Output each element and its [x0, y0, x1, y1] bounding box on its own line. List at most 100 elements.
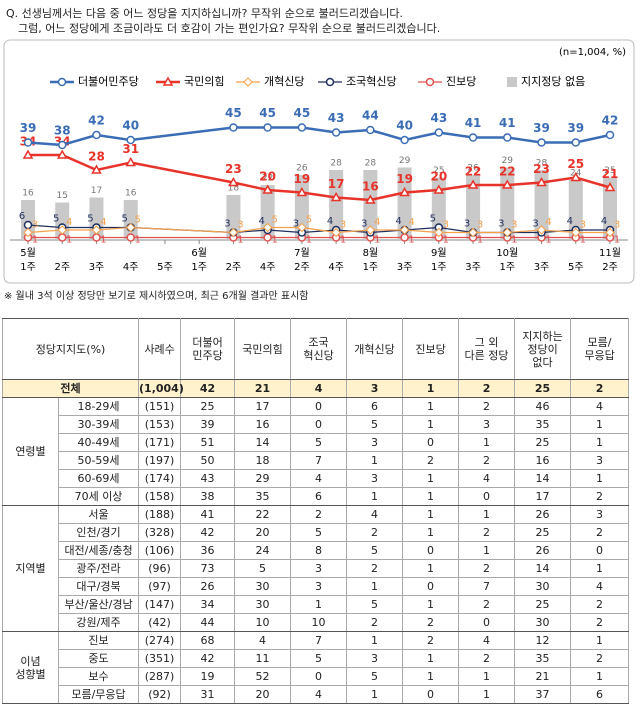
value-cell: 0	[290, 415, 348, 434]
value-cell: 42	[180, 649, 236, 668]
value-cell: 1	[402, 505, 460, 524]
value-cell: 25	[514, 379, 572, 398]
data-label: 3	[293, 219, 299, 230]
data-row: 지역별 서울 (188) 41 22 2 4 1 1 26 3	[2, 505, 630, 632]
value-cell: 51	[180, 433, 236, 452]
corner-cell: 정당지지도(%)	[1, 318, 140, 380]
value-cell: 2	[570, 649, 630, 668]
value-cell: 26	[514, 505, 572, 524]
value-cell: 30	[234, 577, 292, 596]
legend-marker	[425, 77, 435, 87]
value-cell: 30	[514, 577, 572, 596]
bar	[534, 170, 549, 240]
data-label: 3	[464, 219, 470, 230]
data-label: 39	[567, 121, 584, 135]
bar	[568, 180, 583, 240]
value-cell: 1	[458, 685, 516, 704]
data-label: 4	[258, 216, 264, 227]
value-cell: 17	[234, 397, 292, 416]
bar	[260, 185, 275, 240]
data-label: 4	[545, 217, 551, 228]
x-tick-label: 2주	[54, 262, 70, 273]
group-text: 성향별	[15, 667, 46, 681]
result-table: 정당지지도(%) 사례수 더불어 민주당 국민의힘 조국 혁신당 개혁신당 진보당 그 외 다른 정…	[1, 318, 630, 704]
value-cell: 50	[180, 451, 236, 470]
data-label: 5	[135, 215, 141, 226]
column-header: 국민의힘	[234, 318, 292, 380]
value-cell: 5	[290, 523, 348, 542]
sample-size: (188)	[138, 505, 182, 524]
legend-label: 더불어민주당	[78, 75, 139, 88]
point	[400, 135, 409, 145]
row-label: 60-69세	[57, 469, 140, 488]
value-cell: 26	[180, 577, 236, 596]
row-label: 18-29세	[57, 397, 140, 416]
data-label: 42	[602, 114, 619, 128]
data-label: 3	[224, 219, 230, 230]
column-header: 진보당	[402, 318, 460, 380]
point	[23, 138, 33, 147]
value-cell: 1	[346, 451, 404, 470]
data-row: 60-69세 (174) 43 29 4 3 1 4 14 1	[3, 469, 630, 488]
value-cell: 41	[180, 505, 236, 524]
data-label: 5	[53, 214, 59, 225]
data-label: 25	[567, 157, 584, 171]
x-tick-label: 3주	[465, 262, 481, 273]
value-cell: 3	[346, 379, 404, 398]
row-label: 대구/경북	[57, 577, 140, 596]
x-month-label: 11월	[599, 247, 621, 259]
bar-label: 16	[125, 189, 137, 199]
row-label: 40-49세	[57, 433, 140, 452]
point	[23, 227, 33, 238]
x-tick-label: 2주	[226, 262, 242, 273]
point	[296, 186, 308, 197]
legend-marker	[57, 77, 67, 87]
value-cell: 3	[346, 469, 404, 488]
x-month-label: 6월	[191, 247, 207, 259]
sample-size: (197)	[138, 451, 182, 470]
header-text: 국민의힘	[242, 342, 283, 356]
value-cell: 1	[402, 595, 460, 614]
data-label: 4	[601, 216, 607, 227]
x-month-label: 5월	[20, 247, 36, 259]
data-label: 1	[271, 235, 277, 246]
value-cell: 2	[458, 523, 516, 542]
value-cell: 14	[234, 433, 292, 452]
data-label: 3	[443, 220, 449, 231]
value-cell: 37	[514, 685, 572, 704]
value-cell: 2	[570, 379, 630, 398]
value-cell: 5	[346, 667, 404, 686]
point	[228, 227, 239, 238]
column-header: 모름/무응답	[570, 318, 630, 380]
data-label: 1	[306, 235, 312, 246]
bar	[123, 200, 138, 240]
row-label: 30-39세	[57, 415, 140, 434]
data-label: 1	[511, 235, 517, 246]
line	[27, 226, 610, 234]
value-cell: 12	[514, 631, 572, 650]
value-cell: 52	[234, 667, 292, 686]
bar-label: 28	[536, 159, 548, 169]
line	[27, 126, 611, 147]
sample-size: (287)	[138, 667, 182, 686]
value-cell: 1	[570, 559, 630, 578]
value-cell: 10	[234, 613, 292, 632]
data-row: 대전/세종/충청 (106) 36 24 8 5 0 1 26 0	[3, 541, 630, 560]
sample-size: (158)	[138, 487, 182, 506]
point	[605, 130, 615, 140]
value-cell: 2	[402, 613, 460, 632]
value-cell: 22	[234, 505, 292, 524]
sample-note: (n=1,004, %)	[559, 47, 626, 58]
header-text: 혁신당	[303, 349, 334, 362]
point	[434, 227, 444, 238]
value-cell: 0	[402, 685, 460, 704]
row-label: 보수	[57, 667, 140, 686]
point	[57, 140, 67, 150]
row-label: 인천/경기	[57, 523, 140, 542]
value-cell: 68	[180, 631, 236, 650]
data-label: 45	[294, 106, 311, 120]
point	[263, 233, 272, 242]
value-cell: 1	[402, 649, 460, 668]
point	[229, 123, 238, 132]
point	[331, 227, 341, 238]
